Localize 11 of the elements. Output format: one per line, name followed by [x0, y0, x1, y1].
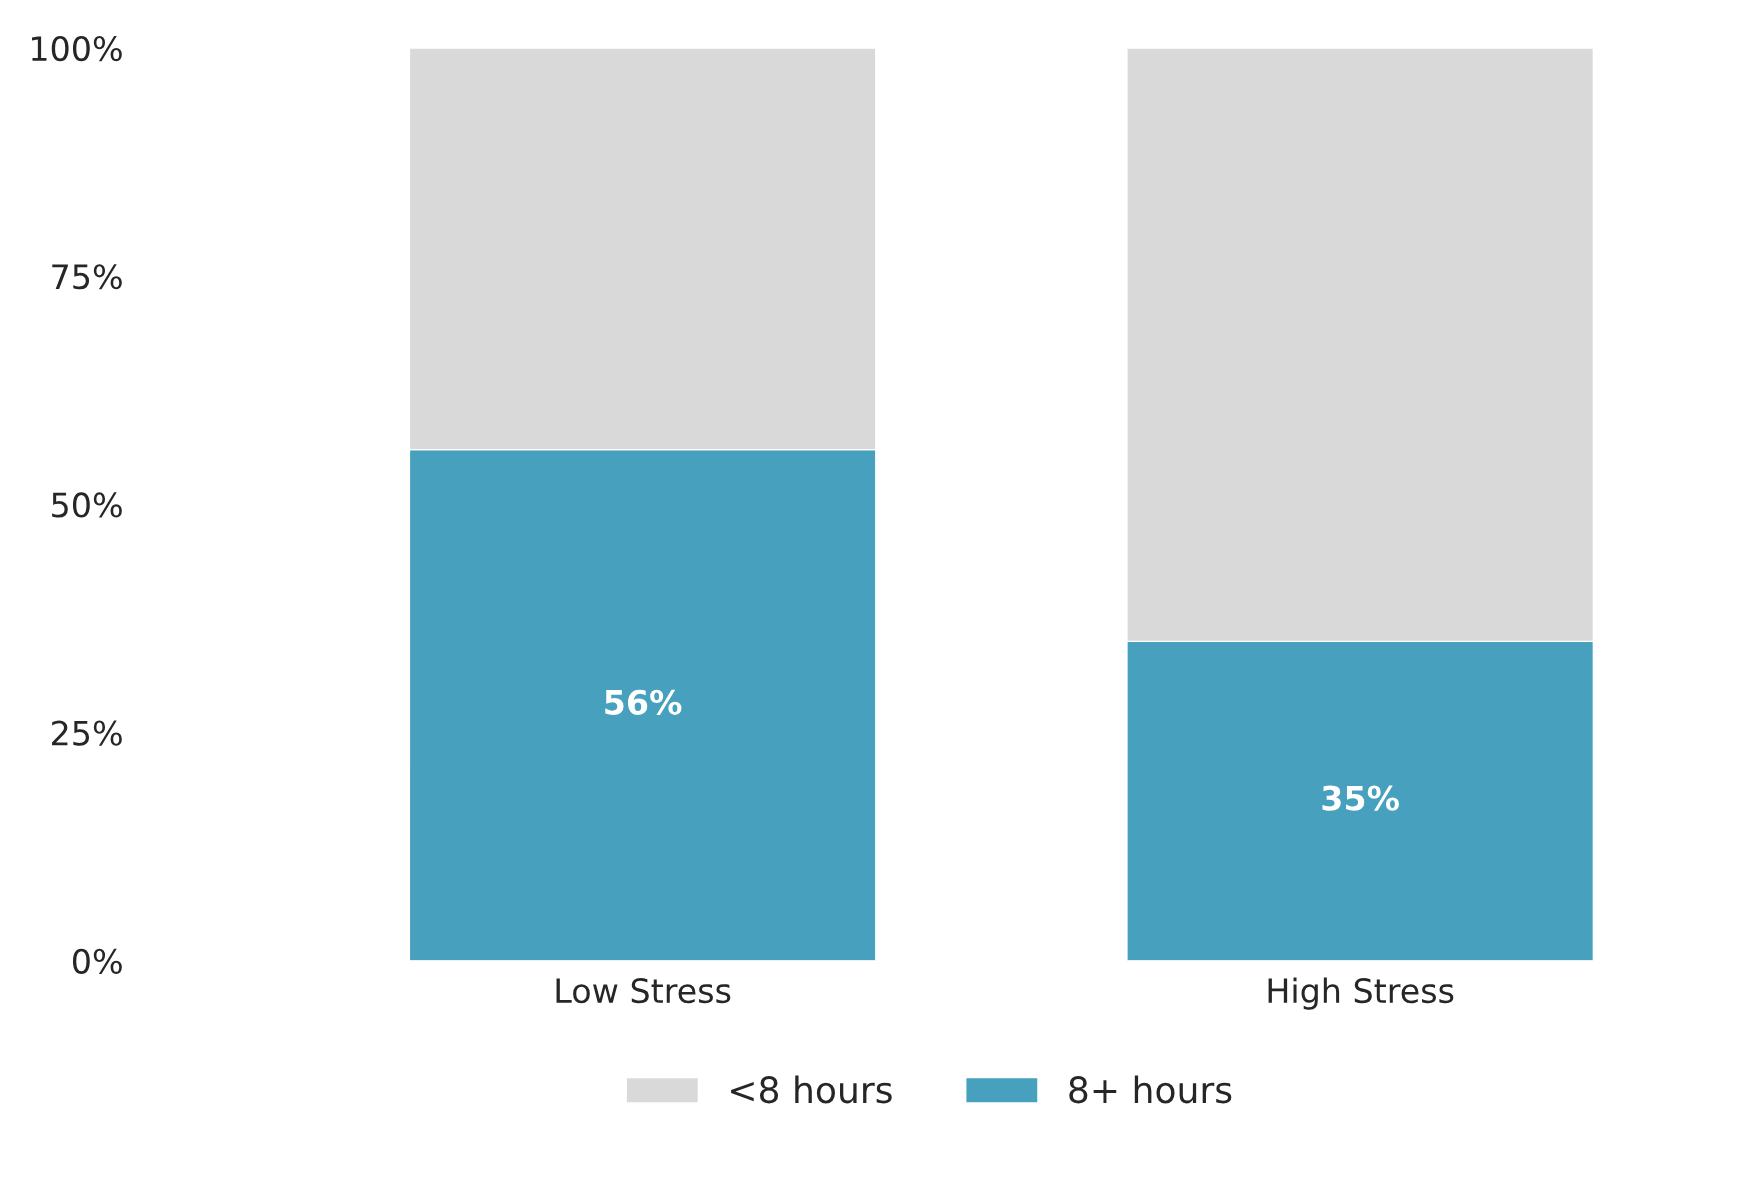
y-tick-label: 0% — [72, 948, 122, 974]
x-tick-label: High Stress — [1268, 977, 1454, 1010]
y-tick-label: 75% — [52, 264, 122, 290]
legend-label: 8+ hours — [1069, 1075, 1232, 1104]
y-tick-label: 50% — [52, 492, 122, 518]
data-label: 56% — [605, 689, 682, 715]
x-tick-label: Low Stress — [556, 978, 731, 1004]
legend-label: <8 hours — [731, 1075, 892, 1104]
y-tick-label: 25% — [52, 720, 122, 746]
data-label: 35% — [1322, 785, 1399, 811]
y-tick-label: 100% — [32, 35, 122, 62]
